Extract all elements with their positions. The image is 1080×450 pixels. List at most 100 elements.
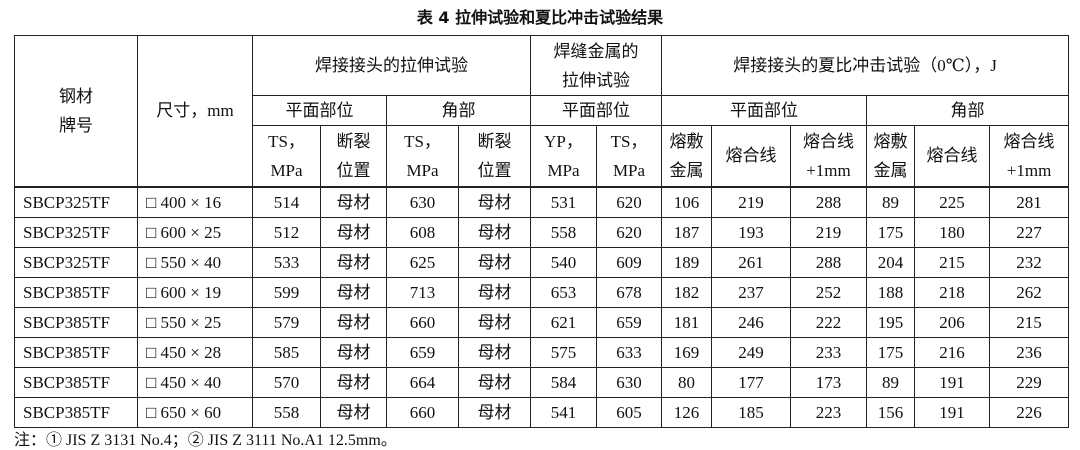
column-header: TS， MPa bbox=[596, 125, 662, 187]
data-cell: 288 bbox=[790, 246, 867, 278]
data-cell: 558 bbox=[530, 216, 597, 248]
column-header-line: 熔敷 bbox=[669, 131, 704, 151]
data-cell: 226 bbox=[988, 396, 1070, 428]
data-cell: 249 bbox=[711, 336, 791, 368]
data-cell: 233 bbox=[790, 336, 867, 368]
data-cell: 母材 bbox=[320, 306, 387, 338]
column-header-line: 熔合线 bbox=[1003, 131, 1055, 151]
data-cell: 570 bbox=[252, 366, 321, 398]
data-row: SBCP385TF □ 650 × 60 558 母材 660 母材 541 605 126 18… bbox=[14, 396, 1070, 428]
column-header-line: MPa bbox=[406, 160, 439, 180]
data-cell: 246 bbox=[711, 306, 791, 338]
data-cell: 母材 bbox=[458, 246, 531, 278]
data-cell: 558 bbox=[252, 396, 321, 428]
header-cell-line: 尺寸，mm bbox=[156, 101, 234, 121]
group-header: 平面部位 bbox=[530, 95, 662, 126]
data-cell: 579 bbox=[252, 306, 321, 338]
data-cell: 609 bbox=[596, 246, 662, 278]
data-cell: 620 bbox=[596, 185, 662, 218]
table-note: 注：① JIS Z 3131 No.4；② JIS Z 3111 No.A1 1… bbox=[14, 432, 397, 449]
data-cell: 母材 bbox=[458, 336, 531, 368]
column-header-line: MPa bbox=[270, 160, 303, 180]
data-cell: 母材 bbox=[320, 185, 387, 218]
data-cell: 215 bbox=[914, 246, 990, 278]
data-cell: 89 bbox=[866, 366, 915, 398]
data-cell: 605 bbox=[596, 396, 662, 428]
data-cell: 195 bbox=[866, 306, 915, 338]
data-row: SBCP325TF □ 400 × 16 514 母材 630 母材 531 620 106 21… bbox=[14, 185, 1070, 218]
column-header: 断裂 位置 bbox=[458, 125, 531, 187]
data-cell: 126 bbox=[661, 396, 712, 428]
header-cell-line: 牌号 bbox=[59, 115, 93, 135]
data-cell: 599 bbox=[252, 276, 321, 308]
data-cell: 180 bbox=[914, 216, 990, 248]
header-cell-line: 焊接接头的拉伸试验 bbox=[315, 56, 468, 75]
data-cell: 621 bbox=[530, 306, 597, 338]
data-cell: 80 bbox=[661, 366, 712, 398]
data-cell: 母材 bbox=[320, 216, 387, 248]
data-cell: SBCP385TF bbox=[14, 306, 138, 338]
group-header: 角部 bbox=[865, 95, 1070, 126]
data-cell: 620 bbox=[596, 216, 662, 248]
column-header-line: 熔合线 bbox=[926, 146, 978, 166]
data-row: SBCP385TF □ 450 × 40 570 母材 664 母材 584 630 80 177… bbox=[14, 366, 1070, 398]
header-row: 钢材 牌号 尺寸，mm 焊接接头的拉伸试验 焊缝金属的 拉伸试验 焊接接头的夏比冲击试验（0… bbox=[14, 35, 1070, 187]
data-cell: 584 bbox=[530, 366, 597, 398]
data-cell: 175 bbox=[866, 336, 915, 368]
header-row: 平面部位 角部 平面部位 平面部位 角部 bbox=[15, 95, 1070, 126]
column-header-line: YP， bbox=[544, 131, 583, 151]
data-cell: 512 bbox=[252, 216, 321, 248]
data-cell: 89 bbox=[866, 185, 915, 218]
header-cell: 焊缝金属的 拉伸试验 bbox=[530, 35, 662, 96]
data-cell: 678 bbox=[596, 276, 662, 308]
data-cell: 625 bbox=[386, 246, 459, 278]
data-cell: 177 bbox=[711, 366, 791, 398]
data-cell: 母材 bbox=[320, 366, 387, 398]
column-header-line: 位置 bbox=[336, 160, 371, 180]
data-cell: SBCP385TF bbox=[14, 276, 138, 308]
data-row: SBCP385TF □ 450 × 28 585 母材 659 母材 575 633 169 24… bbox=[14, 336, 1070, 368]
data-cell: 237 bbox=[711, 276, 791, 308]
header-cell: 焊接接头的夏比冲击试验（0℃），J bbox=[660, 35, 1070, 96]
data-cell: 182 bbox=[661, 276, 712, 308]
column-header-line: +1mm bbox=[806, 160, 851, 180]
data-row: SBCP385TF □ 600 × 19 599 母材 713 母材 653 678 182 23… bbox=[14, 276, 1070, 308]
data-cell: 540 bbox=[530, 246, 597, 278]
column-header-line: 熔敷 bbox=[873, 131, 908, 151]
data-cell: □ 600 × 19 bbox=[137, 276, 253, 308]
data-cell: 229 bbox=[988, 366, 1070, 398]
data-cell: □ 600 × 25 bbox=[137, 216, 253, 248]
data-cell: 母材 bbox=[458, 396, 531, 428]
data-cell: 514 bbox=[252, 185, 321, 218]
results-table: 钢材 牌号 尺寸，mm 焊接接头的拉伸试验 焊缝金属的 拉伸试验 焊接接头的夏比冲击试验（0… bbox=[14, 35, 1070, 428]
column-header-line: 熔合线 bbox=[803, 131, 854, 151]
data-cell: 633 bbox=[596, 336, 662, 368]
data-cell: □ 650 × 60 bbox=[137, 396, 253, 428]
column-header: 熔合线 +1mm bbox=[988, 125, 1070, 187]
column-header-line: TS， bbox=[610, 131, 648, 151]
data-cell: 222 bbox=[790, 306, 867, 338]
column-header-line: 位置 bbox=[477, 160, 512, 180]
data-cell: 187 bbox=[661, 216, 712, 248]
data-cell: 653 bbox=[530, 276, 597, 308]
data-cell: 173 bbox=[790, 366, 867, 398]
data-cell: 659 bbox=[596, 306, 662, 338]
data-cell: 母材 bbox=[458, 366, 531, 398]
data-cell: 181 bbox=[661, 306, 712, 338]
data-row: SBCP385TF □ 550 × 25 579 母材 660 母材 621 659 181 24… bbox=[14, 306, 1070, 338]
data-cell: 659 bbox=[386, 336, 459, 368]
data-cell: 227 bbox=[988, 216, 1070, 248]
column-header-line: MPa bbox=[547, 160, 580, 180]
header-cell: 尺寸，mm bbox=[137, 35, 253, 187]
data-cell: SBCP325TF bbox=[14, 246, 138, 278]
header-cell-line: 焊缝金属的 bbox=[553, 41, 639, 61]
header-cell-line: 焊接接头的夏比冲击试验（0℃），J bbox=[733, 56, 997, 75]
data-cell: 母材 bbox=[458, 306, 531, 338]
header-row: TS， MPa 断裂 位置 TS， MPa 断裂 位置 YP， MPa TS， MPa 熔敷 金属 熔合线熔… bbox=[15, 125, 1070, 187]
data-cell: 母材 bbox=[458, 216, 531, 248]
data-cell: 630 bbox=[596, 366, 662, 398]
data-cell: 193 bbox=[711, 216, 791, 248]
data-cell: □ 550 × 40 bbox=[137, 246, 253, 278]
data-cell: 575 bbox=[530, 336, 597, 368]
